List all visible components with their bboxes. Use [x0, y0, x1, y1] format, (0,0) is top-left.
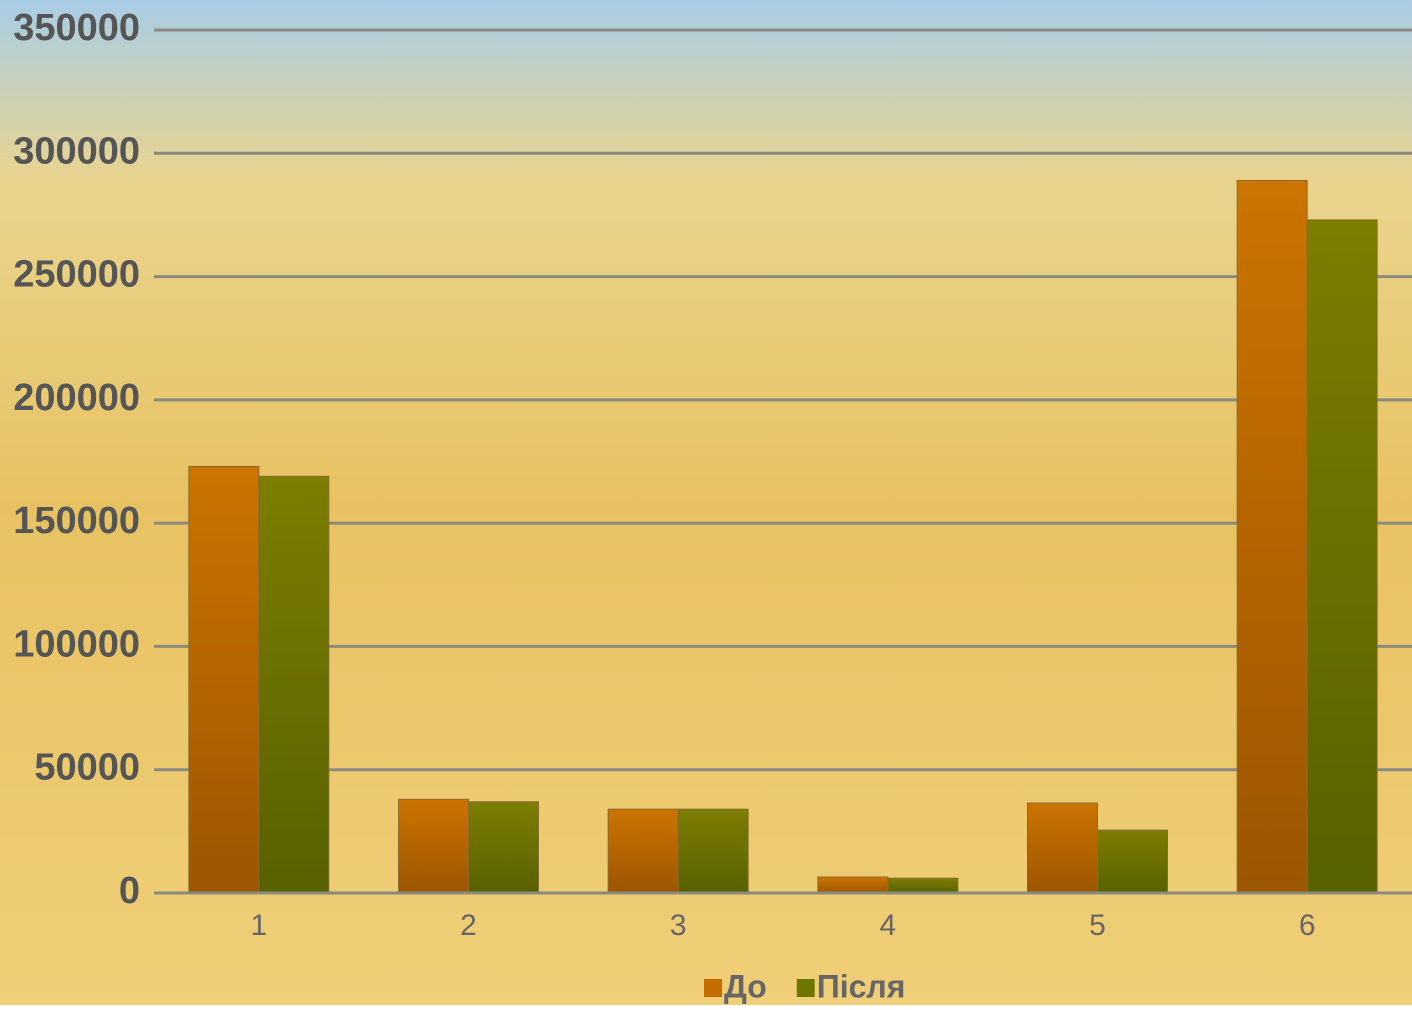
y-tick-label: 250000 [13, 254, 140, 296]
bar [677, 808, 749, 894]
bar [258, 475, 330, 894]
x-tick-label: 1 [250, 909, 267, 942]
x-tick-label: 3 [670, 909, 687, 942]
bar [817, 876, 889, 894]
y-tick-label: 50000 [34, 747, 140, 789]
x-tick-label: 2 [460, 909, 477, 942]
bar [1306, 219, 1378, 894]
bar [887, 877, 959, 894]
legend-label: До [724, 968, 767, 1004]
bar [607, 808, 679, 894]
y-tick-label: 300000 [13, 130, 140, 172]
legend-swatch [796, 979, 815, 997]
bar [1027, 802, 1098, 894]
bar [188, 465, 260, 894]
x-tick-label: 4 [879, 909, 896, 942]
bar [1236, 179, 1308, 894]
x-tick-label: 6 [1299, 909, 1316, 942]
x-tick-label: 5 [1089, 909, 1106, 942]
y-tick-label: 150000 [13, 500, 140, 542]
legend-label: Після [817, 968, 906, 1004]
bar [398, 798, 469, 894]
y-tick-label: 350000 [13, 7, 140, 49]
legend-swatch [704, 979, 722, 997]
y-tick-label: 0 [119, 870, 140, 912]
y-tick-label: 100000 [13, 623, 140, 665]
y-tick-label: 200000 [13, 377, 140, 419]
bar [468, 801, 539, 894]
bar [1097, 829, 1168, 894]
